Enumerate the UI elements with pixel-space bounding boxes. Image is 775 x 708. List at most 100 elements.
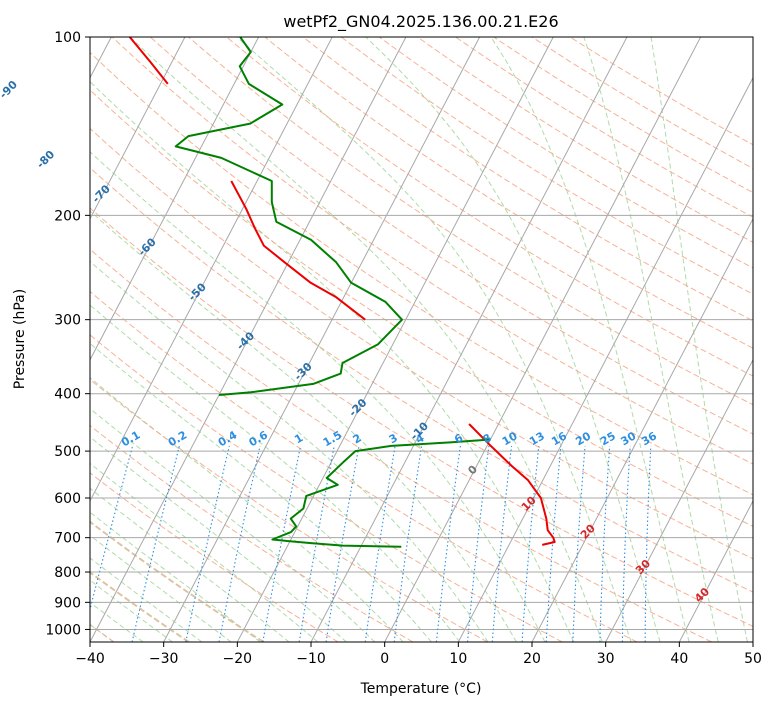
x-tick-label: −30	[149, 651, 179, 667]
y-tick-label: 200	[54, 208, 81, 224]
x-axis: −40 −30 −20 −10 0 10 20 30 40 50	[75, 642, 762, 667]
mixing-ratio-line	[621, 445, 631, 642]
mixing-ratio-line	[466, 445, 490, 642]
moist-adiabat-line	[90, 511, 261, 642]
pressure-gridlines	[90, 37, 753, 630]
x-tick-label: 30	[597, 651, 615, 667]
x-tick-label: 50	[744, 651, 762, 667]
dry-adiabat-line	[264, 37, 753, 349]
moist-adiabat-line	[90, 534, 232, 642]
temperature-profile-line	[128, 37, 169, 85]
mixing-ratio-line	[491, 445, 513, 642]
moist-adiabat-line	[90, 304, 461, 642]
isotherm-line	[384, 37, 702, 642]
y-axis-label: Pressure (hPa)	[12, 289, 28, 389]
isotherm-line	[90, 37, 186, 220]
isotherm-line	[90, 37, 333, 503]
mixing-ratio-line	[131, 445, 180, 642]
moist-adiabat-line	[90, 557, 203, 642]
isotherm-line	[90, 37, 407, 642]
y-axis: 100 200 300 400 500 600 700 800 900 1000	[45, 30, 90, 638]
moist-adiabat-line	[236, 37, 632, 642]
y-tick-label: 800	[54, 565, 81, 581]
mixing-ratio-line	[218, 445, 261, 642]
mixing-ratio-line	[393, 445, 423, 642]
mixing-ratio-line	[644, 445, 652, 642]
isotherm-line	[90, 37, 260, 361]
temperature-profile-line	[230, 180, 366, 321]
moist-adiabat-line	[490, 37, 690, 642]
x-tick-label: −40	[75, 651, 105, 667]
x-tick-label: −10	[296, 651, 326, 667]
moist-adiabat-line	[365, 37, 661, 642]
y-tick-label: 100	[54, 30, 81, 46]
mixing-ratio-line	[185, 445, 230, 642]
x-tick-label: 10	[449, 651, 467, 667]
y-tick-label: 1000	[45, 622, 81, 638]
moist-adiabat-line	[90, 407, 376, 642]
dry-adiabat-line	[111, 37, 753, 465]
mixing-ratio-line	[262, 445, 302, 642]
moist-adiabat-line	[90, 377, 404, 642]
mixing-ratio-line	[572, 445, 586, 642]
moist-adiabat-line	[583, 37, 719, 642]
plot-frame	[89, 36, 754, 643]
x-axis-label: Temperature (°C)	[360, 681, 482, 697]
y-tick-label: 900	[54, 595, 81, 611]
dry-adiabat-line	[531, 37, 753, 170]
dry-adiabat-line	[379, 37, 753, 269]
mixing-ratio-lines	[90, 445, 652, 642]
y-tick-label: 300	[54, 313, 81, 329]
x-tick-label: 0	[380, 651, 389, 667]
mixing-ratio-line	[364, 445, 396, 642]
dry-adiabat-line	[90, 89, 753, 527]
chart-title: wetPf2_GN04.2025.136.00.21.E26	[283, 12, 558, 32]
isotherms	[90, 37, 753, 642]
moist-adiabat-line	[90, 151, 546, 642]
x-tick-label: −20	[223, 651, 253, 667]
isotherm-line	[457, 76, 753, 642]
moist-adiabat-line	[90, 436, 347, 642]
plot-area	[90, 37, 753, 642]
y-tick-label: 700	[54, 531, 81, 547]
moist-adiabat-line	[90, 210, 517, 642]
dry-adiabat-line	[493, 37, 753, 194]
moist-adiabat-line	[90, 342, 432, 642]
isotherm-line	[531, 217, 753, 642]
mixing-ratio-line	[90, 445, 134, 612]
mixing-ratio-line	[435, 445, 461, 642]
y-tick-label: 400	[54, 387, 81, 403]
dry-adiabat-line	[90, 248, 712, 642]
dry-adiabat-line	[90, 472, 339, 642]
mixing-ratio-line	[521, 445, 540, 642]
dewpoint-profile-line	[174, 37, 403, 396]
mixing-ratio-line	[599, 445, 611, 642]
temperature-profile-line	[468, 423, 556, 546]
mixing-ratio-line	[325, 445, 360, 642]
y-tick-label: 500	[54, 444, 81, 460]
dry-adiabat-line	[150, 37, 753, 435]
mixing-ratio-line	[298, 445, 335, 642]
dry-adiabat-line	[188, 37, 753, 406]
x-tick-label: 40	[670, 651, 688, 667]
moist-adiabat-line	[650, 37, 748, 642]
moist-adiabat-line	[90, 487, 290, 642]
isotherm-line	[310, 37, 628, 642]
dry-adiabat-line	[90, 378, 488, 642]
dry-adiabat-line	[90, 424, 414, 642]
isotherm-line	[163, 37, 481, 642]
moist-adiabat-line	[90, 579, 173, 642]
dewpoint-profile-line	[271, 438, 491, 548]
dry-adiabat-line	[90, 207, 753, 627]
dry-adiabat-line	[226, 37, 753, 377]
x-tick-label: 20	[523, 651, 541, 667]
dry-adiabat-line	[455, 37, 753, 218]
moist-adiabat-line	[90, 260, 489, 642]
isotherm-line	[605, 358, 753, 642]
moist-adiabats	[90, 37, 748, 642]
y-tick-label: 600	[54, 491, 81, 507]
dry-adiabat-line	[90, 290, 638, 642]
moist-adiabat-line	[129, 37, 603, 642]
dry-adiabat-line	[90, 127, 753, 560]
